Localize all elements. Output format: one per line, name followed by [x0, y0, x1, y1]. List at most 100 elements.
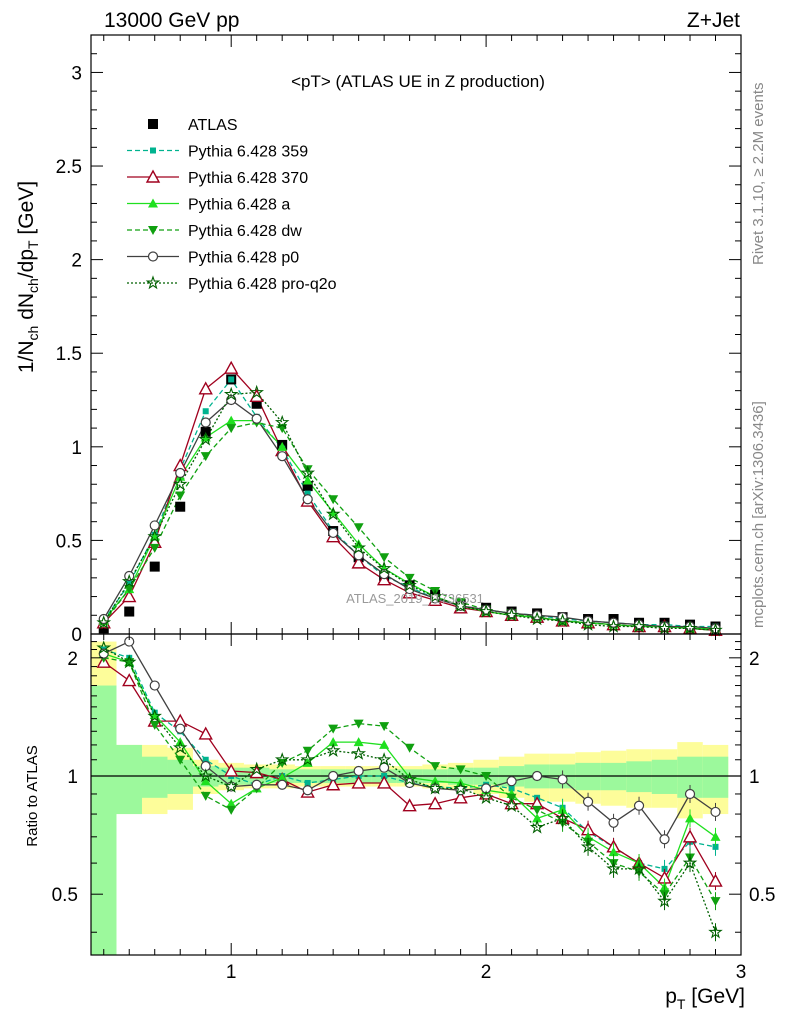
top-point-s2-11: [376, 572, 392, 586]
top-y-tick-label-2: 1: [71, 438, 82, 459]
ratio-point-s5-2: [147, 708, 162, 723]
ratio-point-s3-11: [379, 722, 390, 732]
ratio-point-s3-2: [149, 720, 160, 730]
top-point-s6-5: [223, 386, 239, 401]
bottom-y-axis-title: Ratio to ATLAS: [24, 745, 41, 846]
ratio-band-inner-22: [651, 759, 678, 794]
top-point-s6-18: [555, 613, 570, 628]
ratio-point-s3-24: [710, 897, 721, 907]
ratio-point-s5-7: [274, 752, 290, 766]
top-point-s5-2: [149, 520, 160, 531]
ratio-point-s2-20: [608, 847, 619, 857]
ratio-point-s3-5: [226, 805, 237, 815]
ratio-point-s1-4: [198, 726, 213, 740]
ratio-point-s0-4: [202, 756, 209, 763]
ratio-point-s4-8: [302, 785, 313, 796]
top-y-tick-label-6: 3: [71, 63, 82, 84]
top-point-s2-10: [351, 555, 366, 569]
ratio-point-s2-18: [557, 804, 568, 814]
top-point-s1-8: [304, 490, 311, 497]
legend-label-2: Pythia 6.428 370: [188, 170, 308, 187]
top-y-axis-title: 1/Nch dNch/dpT [GeV]: [15, 181, 41, 373]
legend-label-4: Pythia 6.428 dw: [188, 223, 302, 240]
top-point-s6-8: [300, 465, 316, 480]
ratio-point-s2-13: [430, 776, 441, 786]
top-point-s4-1: [124, 585, 135, 595]
ratio-point-s2-23: [685, 813, 696, 823]
ratio-point-s4-22: [659, 834, 670, 845]
ratio-point-s1-13: [427, 796, 443, 810]
top-point-s4-10: [353, 523, 364, 533]
top-point-s5-4: [200, 417, 211, 428]
ratio-point-s4-17: [531, 770, 543, 782]
ratio-point-s0-22: [661, 865, 668, 872]
top-point-s1-5: [228, 376, 235, 383]
ratio-point-s5-23: [682, 855, 698, 870]
ratio-point-s1-10: [351, 775, 366, 789]
top-point-s6-1: [121, 573, 137, 588]
ratio-point-s4-7: [277, 779, 288, 790]
ratio-point-s4-24: [710, 806, 721, 818]
ratio-point-s1-1: [122, 673, 137, 687]
legend-label-0: ATLAS: [188, 117, 238, 134]
legend-marker-5: [147, 251, 159, 262]
legend-marker-6: [145, 275, 161, 290]
ratio-point-s5-21: [631, 861, 647, 876]
ratio-point-s5-16: [504, 797, 519, 812]
ratio-point-s1-24: [708, 873, 723, 887]
side-text-rivet: Rivet 3.1.10, ≥ 2.2M events: [750, 83, 767, 266]
ratio-point-s3-17: [532, 805, 543, 815]
ratio-y-tick-label-left-1: 1: [67, 767, 78, 788]
top-point-s6-14: [453, 598, 468, 613]
ratio-point-s5-17: [529, 819, 545, 834]
ratio-point-s2-7: [277, 772, 288, 782]
ratio-point-s5-24: [708, 924, 723, 939]
ratio-point-s3-4: [200, 791, 211, 801]
ratio-panel-frame: [90, 633, 742, 956]
top-point-s2-5: [224, 360, 239, 374]
ratio-point-s5-20: [606, 861, 621, 876]
ratio-point-s5-5: [223, 778, 239, 793]
ratio-point-s2-17: [532, 813, 543, 823]
ratio-band-inner-0: [91, 685, 117, 955]
ratio-point-s1-14: [453, 790, 468, 804]
ratio-point-s4-23: [684, 788, 696, 800]
legend-marker-2: [145, 169, 161, 183]
top-point-s4-4: [200, 452, 211, 462]
ratio-point-s3-10: [353, 719, 364, 729]
ratio-point-s4-18: [557, 774, 568, 785]
ratio-point-s1-23: [682, 829, 698, 843]
header-left: 13000 GeV pp: [104, 9, 239, 32]
legend-label-1: Pythia 6.428 359: [188, 144, 308, 161]
legend-marker-3: [148, 198, 158, 208]
ratio-point-s4-20: [608, 817, 619, 828]
legend-label-3: Pythia 6.428 a: [188, 197, 290, 214]
top-y-tick-label-4: 2: [71, 251, 82, 272]
top-point-s4-3: [175, 491, 186, 501]
ratio-point-s5-8: [300, 752, 316, 766]
top-point-s3-4: [200, 432, 211, 442]
ratio-point-s4-2: [149, 680, 160, 691]
legend-marker-0: [148, 119, 158, 129]
ratio-point-s5-19: [580, 839, 596, 854]
ratio-point-s3-12: [404, 743, 415, 753]
ratio-point-s4-11: [379, 762, 390, 773]
ratio-point-s1-5: [224, 763, 239, 777]
top-point-s5-3: [175, 467, 186, 479]
top-point-s6-10: [351, 540, 367, 555]
top-point-s6-7: [274, 414, 290, 429]
ratio-point-s5-4: [198, 768, 213, 783]
ratio-point-s0-16: [508, 785, 515, 792]
ratio-y-tick-label-right-0: 0.5: [749, 885, 775, 906]
top-point-s6-0: [96, 615, 112, 629]
ratio-point-s5-1: [121, 654, 137, 669]
ratio-point-s3-8: [302, 746, 313, 756]
ratio-point-s3-15: [481, 772, 492, 782]
top-point-s1-4: [202, 408, 209, 415]
top-y-tick-label-5: 2.5: [56, 157, 82, 178]
ratio-band-inner-1: [116, 744, 142, 815]
top-point-s6-19: [580, 616, 596, 631]
top-point-s0-3: [175, 501, 186, 512]
top-point-s0-8: [302, 481, 313, 492]
